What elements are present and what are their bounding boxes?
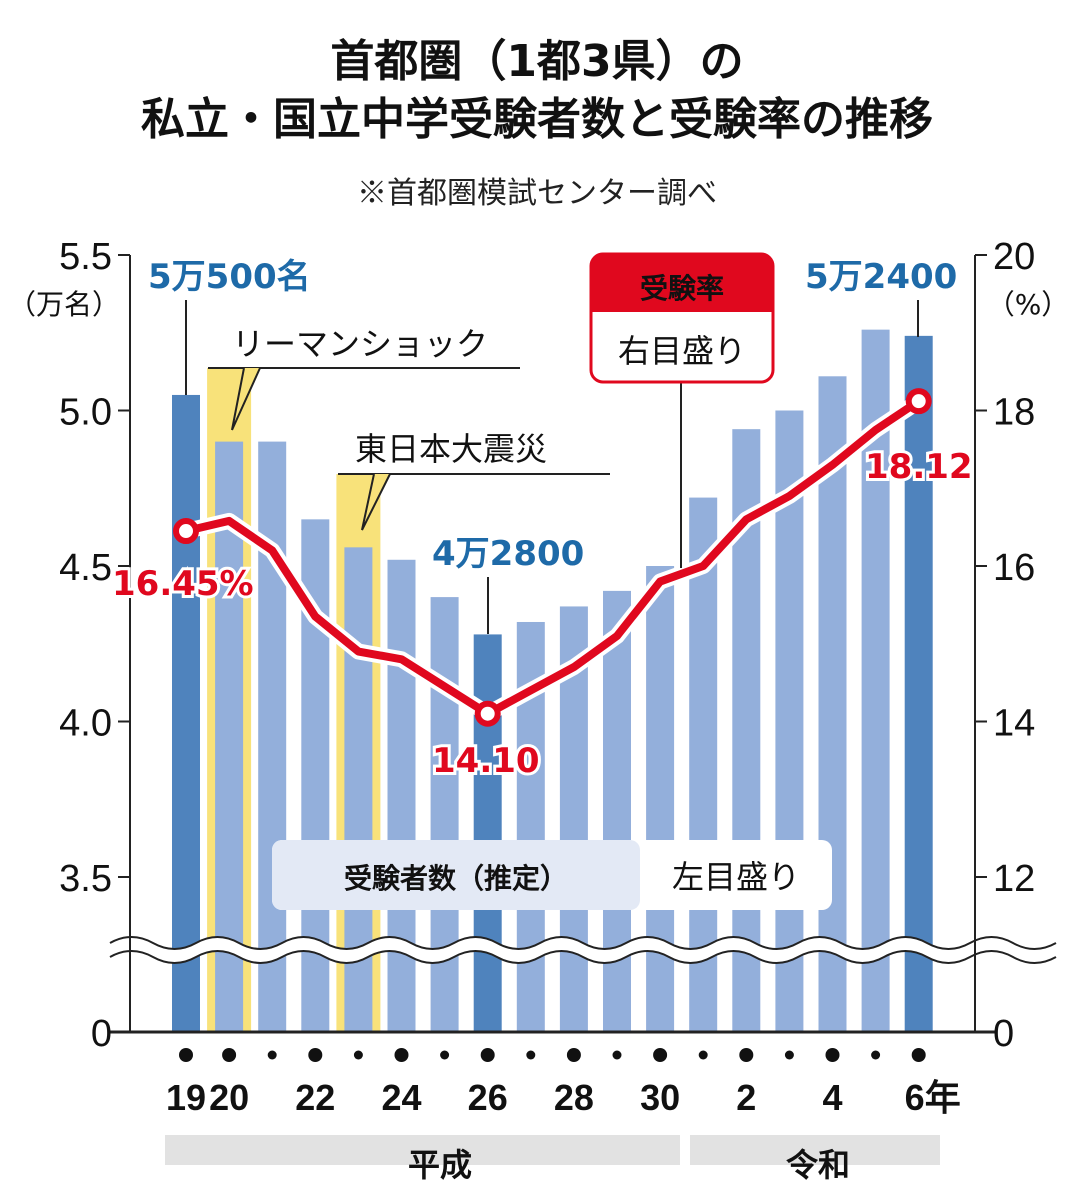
left-tick-label: 4.5 (59, 547, 112, 589)
chart-source: ※首都圏模試センター調べ (357, 176, 717, 211)
left-tick-label: 0 (91, 1013, 112, 1055)
x-tick-dot (222, 1048, 237, 1062)
x-tick-dot (353, 1050, 363, 1060)
event-label: 東日本大震災 (355, 430, 547, 468)
right-axis-unit: （%） (987, 288, 1070, 321)
x-tick-dot (825, 1048, 840, 1062)
left-tick-label: 5.5 (59, 236, 112, 278)
x-tick-label: 2 (736, 1077, 756, 1118)
axis-break-band (106, 937, 1060, 963)
line-label-19: 16.45% (112, 564, 254, 604)
count-legend-title: 受験者数（推定） (344, 862, 568, 895)
left-axis-unit: （万名） (8, 288, 120, 321)
x-tick-dot (566, 1048, 581, 1062)
bar-label-6: 5万2400 (805, 257, 957, 297)
left-tick-label: 5.0 (59, 392, 112, 434)
bar-19 (172, 394, 200, 1032)
line-label-6: 18.12 (865, 447, 973, 487)
event-pointer (361, 473, 391, 531)
x-tick-dot (394, 1048, 409, 1062)
x-tick-dot (784, 1050, 794, 1060)
bar-6 (904, 335, 933, 1032)
bar-label-19: 5万500名 (148, 257, 311, 297)
x-tick-dot (267, 1050, 277, 1060)
count-legend-header (272, 840, 640, 910)
axis-break-line-bottom (109, 950, 1057, 964)
right-tick-label: 0 (993, 1013, 1014, 1055)
bar-26 (473, 634, 502, 1032)
x-tick-label: 26 (468, 1077, 508, 1118)
rate-point-19 (173, 518, 199, 545)
event-pointer (231, 367, 261, 431)
x-tick-dot (653, 1048, 668, 1062)
x-tick-label: 6年 (905, 1077, 961, 1118)
x-tick-label: 4 (822, 1077, 842, 1118)
bar-25 (430, 597, 459, 1032)
rate-point-26 (474, 700, 501, 727)
chart-title-line1: 首都圏（1都3県）の (330, 36, 744, 87)
rate-legend-title: 受験率 (640, 272, 724, 305)
left-tick-label: 4.0 (59, 703, 112, 745)
x-tick-dot (698, 1050, 708, 1060)
chart-title-line2: 私立・国立中学受験者数と受験率の推移 (141, 94, 933, 145)
x-tick-dot (308, 1048, 323, 1062)
bar-29 (603, 590, 631, 1032)
x-tick-dot (612, 1050, 622, 1060)
count-legend-axis-note: 左目盛り (672, 858, 800, 896)
right-tick-label: 20 (993, 236, 1035, 278)
x-tick-dot (739, 1048, 754, 1062)
x-tick-label: 28 (554, 1077, 594, 1118)
bar-24 (387, 559, 416, 1032)
axis-break-line-top (109, 936, 1057, 950)
era-label: 平成 (408, 1146, 472, 1184)
x-tick-label: 30 (640, 1077, 680, 1118)
x-tick-label: 24 (381, 1077, 421, 1118)
x-tick-dot (871, 1050, 881, 1060)
rate-legend-axis-note: 右目盛り (618, 332, 746, 370)
x-tick-dot (526, 1050, 536, 1060)
x-tick-dot (480, 1048, 495, 1062)
event-label: リーマンショック (232, 325, 488, 363)
right-tick-label: 16 (993, 547, 1035, 589)
bar-3 (775, 410, 804, 1032)
right-tick-label: 12 (993, 858, 1035, 900)
bar-20 (215, 441, 244, 1033)
bar-4 (818, 376, 847, 1032)
era-band-reiwa (690, 1135, 940, 1165)
x-tick-label: 20 (209, 1077, 249, 1118)
era-label: 令和 (786, 1146, 850, 1184)
x-tick-label: 19 (166, 1077, 206, 1118)
right-tick-label: 18 (993, 392, 1035, 434)
rate-point-6 (905, 388, 932, 415)
right-tick-label: 14 (993, 703, 1035, 745)
left-tick-label: 3.5 (59, 858, 112, 900)
rate-line (185, 397, 921, 718)
bar-label-26: 4万2800 (432, 534, 584, 574)
era-band-heisei (165, 1135, 680, 1165)
x-tick-label: 22 (295, 1077, 335, 1118)
line-label-26: 14.10 (432, 741, 540, 781)
x-tick-dot (911, 1048, 926, 1062)
x-tick-dot (440, 1050, 450, 1060)
bar-30 (646, 566, 675, 1032)
x-tick-dot (179, 1048, 193, 1062)
rate-legend-header (591, 254, 773, 312)
